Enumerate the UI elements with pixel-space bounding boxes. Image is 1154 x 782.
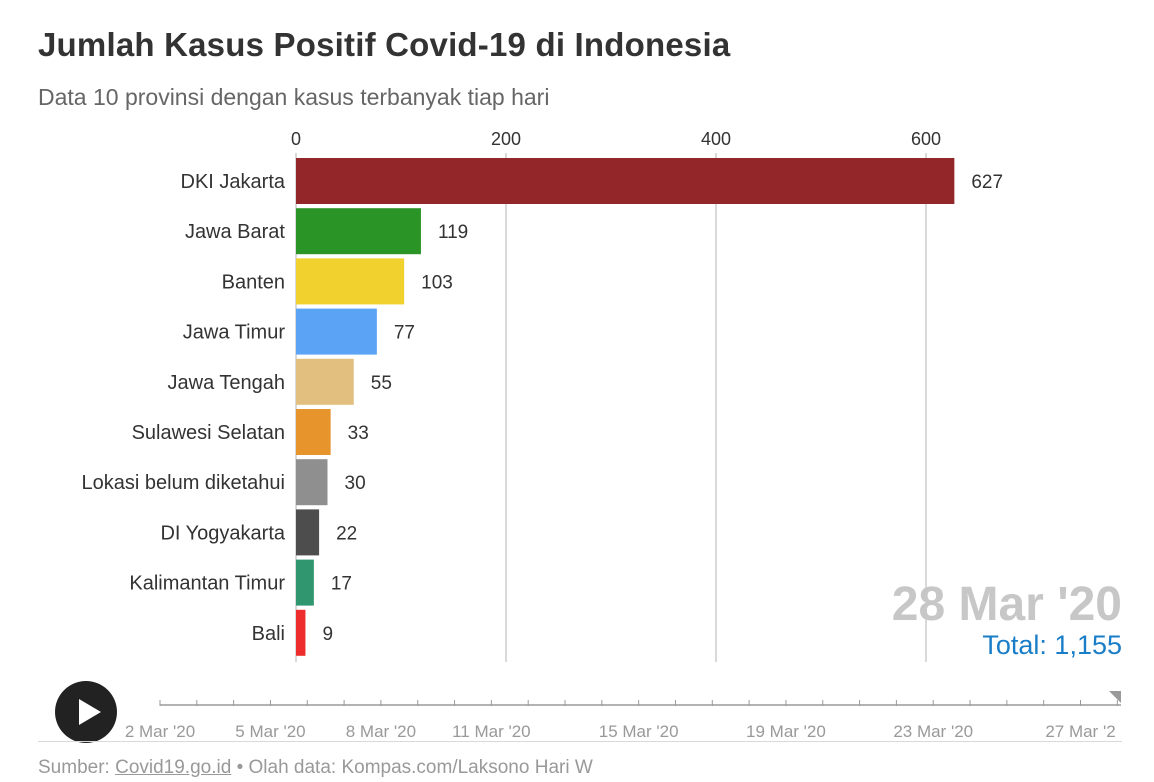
x-axis-ticks: 0 200 400 600 — [291, 129, 941, 149]
category-label: Bali — [252, 623, 285, 645]
play-button[interactable] — [55, 681, 117, 743]
bars — [296, 158, 955, 656]
bar-banten — [296, 258, 405, 305]
page-title: Jumlah Kasus Positif Covid-19 di Indones… — [38, 26, 731, 63]
value-label: 33 — [348, 423, 369, 444]
value-label: 30 — [345, 473, 366, 494]
bar-lokasi-belum-diketahui — [296, 459, 328, 506]
bar-chart: 0 200 400 600 DKI Jakarta Jawa Barat Banten Ja… — [82, 129, 1003, 662]
footer: Sumber: Covid19.go.id • Olah data: Kompa… — [38, 757, 593, 779]
footer-divider — [38, 741, 1122, 742]
x-tick-label: 200 — [491, 129, 521, 149]
category-label: Sulawesi Selatan — [132, 422, 285, 444]
x-tick-label: 400 — [701, 129, 731, 149]
category-label: Jawa Barat — [185, 221, 285, 243]
value-label: 77 — [394, 323, 415, 344]
category-label: Jawa Tengah — [168, 372, 286, 394]
timeline-label: 19 Mar '20 — [746, 722, 826, 741]
bar-bali — [296, 609, 306, 656]
category-label: Jawa Timur — [183, 322, 286, 344]
bar-jawa-tengah — [296, 358, 354, 405]
footer-prefix: Sumber: — [38, 757, 116, 778]
timeline-slider[interactable]: 2 Mar '20 5 Mar '20 8 Mar '20 11 Mar '20 15 … — [0, 0, 1154, 742]
category-label: DKI Jakarta — [181, 171, 286, 193]
timeline-label: 11 Mar '20 — [452, 722, 531, 741]
bar-kalimantan-timur — [296, 559, 314, 606]
value-label: 22 — [336, 523, 357, 544]
timeline-label: 15 Mar '20 — [599, 722, 679, 741]
value-label: 55 — [371, 373, 392, 394]
category-label: Lokasi belum diketahui — [82, 472, 285, 494]
x-tick-label: 600 — [911, 129, 941, 149]
category-label: Banten — [222, 271, 285, 293]
timeline-label: 27 Mar '2 — [1045, 722, 1115, 741]
bar-jawa-timur — [296, 308, 377, 355]
current-date-label: 28 Mar '20 — [891, 578, 1122, 631]
footer-credit: • Olah data: Kompas.com/Laksono Hari W — [231, 757, 593, 778]
play-icon — [79, 699, 101, 725]
bar-dki-jakarta — [296, 158, 955, 204]
timeline-label: 2 Mar '20 — [125, 722, 195, 741]
bar-sulawesi-selatan — [296, 409, 331, 455]
value-label: 9 — [322, 624, 333, 645]
category-label: DI Yogyakarta — [160, 522, 285, 544]
value-label: 103 — [421, 272, 453, 293]
category-label: Kalimantan Timur — [129, 573, 285, 595]
value-label: 119 — [438, 222, 468, 243]
value-label: 17 — [331, 574, 352, 595]
source-link[interactable]: Covid19.go.id — [115, 757, 232, 778]
total-cases-label: Total: 1,155 — [982, 630, 1122, 660]
bar-jawa-barat — [296, 208, 421, 255]
timeline-label: 23 Mar '20 — [893, 722, 973, 741]
bar-di-yogyakarta — [296, 509, 320, 556]
timeline-label: 5 Mar '20 — [235, 722, 305, 741]
page-subtitle: Data 10 provinsi dengan kasus terbanyak … — [38, 84, 550, 110]
value-labels: 627 119 103 77 55 33 30 22 17 9 — [322, 172, 1003, 645]
x-tick-label: 0 — [291, 129, 301, 149]
value-label: 627 — [971, 172, 1003, 193]
timeline-label: 8 Mar '20 — [346, 722, 416, 741]
timeline-handle[interactable] — [1109, 691, 1121, 703]
category-labels: DKI Jakarta Jawa Barat Banten Jawa Timur Jaw… — [82, 171, 286, 645]
